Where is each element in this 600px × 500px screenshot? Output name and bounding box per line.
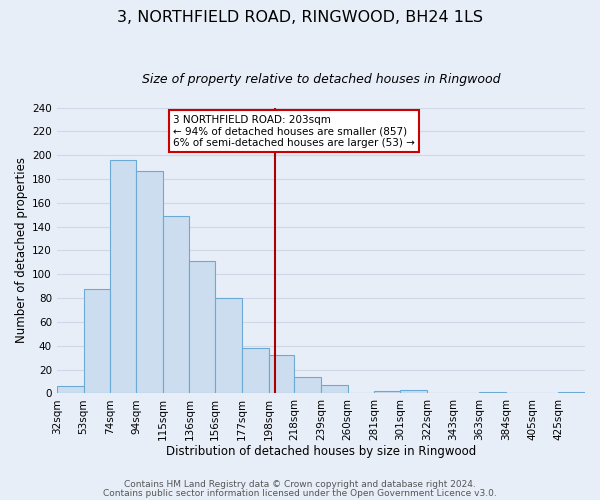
- Bar: [321, 385, 347, 394]
- Bar: [294, 376, 321, 394]
- Text: Contains HM Land Registry data © Crown copyright and database right 2024.: Contains HM Land Registry data © Crown c…: [124, 480, 476, 489]
- Bar: [558, 392, 585, 394]
- Text: 3, NORTHFIELD ROAD, RINGWOOD, BH24 1LS: 3, NORTHFIELD ROAD, RINGWOOD, BH24 1LS: [117, 10, 483, 25]
- Bar: [215, 298, 242, 394]
- Title: Size of property relative to detached houses in Ringwood: Size of property relative to detached ho…: [142, 72, 500, 86]
- Bar: [269, 355, 294, 394]
- Text: 3 NORTHFIELD ROAD: 203sqm
← 94% of detached houses are smaller (857)
6% of semi-: 3 NORTHFIELD ROAD: 203sqm ← 94% of detac…: [173, 114, 415, 148]
- X-axis label: Distribution of detached houses by size in Ringwood: Distribution of detached houses by size …: [166, 444, 476, 458]
- Bar: [110, 160, 136, 394]
- Bar: [374, 391, 400, 394]
- Bar: [83, 288, 110, 394]
- Bar: [400, 390, 427, 394]
- Bar: [57, 386, 83, 394]
- Bar: [190, 261, 215, 394]
- Bar: [479, 392, 506, 394]
- Text: Contains public sector information licensed under the Open Government Licence v3: Contains public sector information licen…: [103, 488, 497, 498]
- Bar: [242, 348, 269, 394]
- Y-axis label: Number of detached properties: Number of detached properties: [15, 158, 28, 344]
- Bar: [136, 170, 163, 394]
- Bar: [163, 216, 190, 394]
